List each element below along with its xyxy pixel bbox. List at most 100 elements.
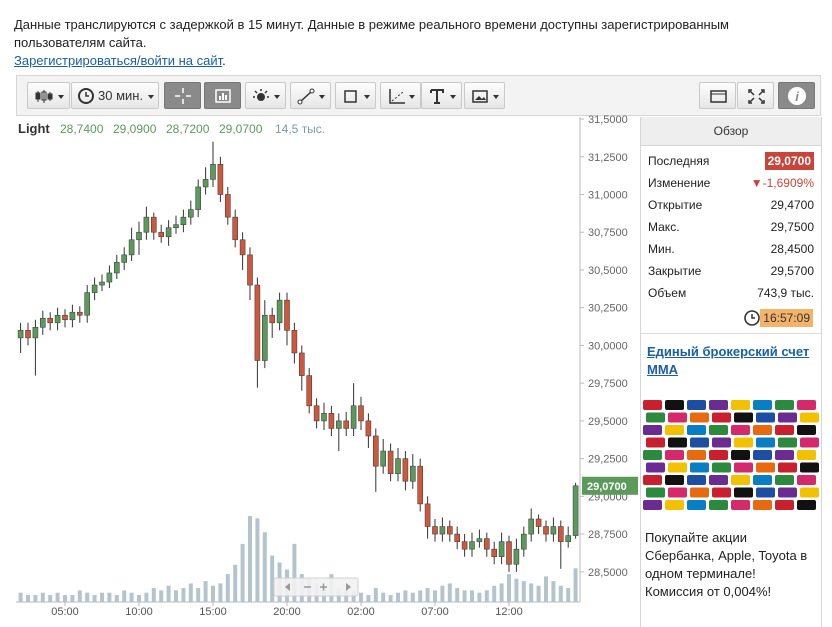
candle-body: [498, 541, 505, 558]
row-label: Макс.: [648, 220, 680, 234]
volume-bar: [262, 532, 267, 602]
volume-bar: [447, 583, 452, 602]
candle-body: [261, 314, 268, 361]
candle-body: [535, 518, 542, 527]
chart-type-button[interactable]: [27, 82, 70, 109]
crosshair-button[interactable]: [164, 82, 201, 109]
logo-tile: [665, 475, 684, 485]
overview-row: Открытие 29,4700: [648, 194, 814, 216]
logo-tile: [712, 487, 731, 498]
toolbar: 30 мин. i: [16, 75, 821, 116]
logo-tile: [756, 487, 775, 498]
candle-body: [387, 450, 394, 475]
indicators-button[interactable]: [245, 82, 286, 109]
logo-tile: [775, 475, 794, 485]
candle-body: [343, 420, 350, 429]
logo-tile: [797, 450, 816, 460]
candle-body: [306, 375, 313, 407]
fullscreen-button[interactable]: [737, 82, 774, 109]
candle-body: [217, 164, 224, 195]
row-label: Объем: [648, 286, 687, 300]
logo-tile: [687, 450, 706, 460]
logo-tile: [734, 462, 753, 473]
overview-row: Мин. 28,4500: [648, 238, 814, 260]
scroll-bar[interactable]: [273, 577, 359, 597]
candle-body: [313, 405, 320, 422]
logo-tile: [665, 500, 684, 510]
candle-body: [69, 311, 76, 321]
row-label: Мин.: [648, 242, 675, 256]
volume-bar: [381, 592, 386, 602]
candle-body: [84, 292, 90, 316]
interval-button[interactable]: 30 мин.: [71, 82, 159, 109]
info-button[interactable]: i: [778, 82, 815, 109]
volume-bar: [159, 590, 164, 602]
zoom-buttons[interactable]: [304, 583, 327, 591]
clock-icon: [744, 310, 760, 326]
logo-tile: [646, 412, 665, 423]
y-tick-label: 31,0000: [588, 190, 628, 202]
candle-body: [136, 231, 142, 241]
shapes-button[interactable]: [335, 82, 376, 109]
row-label: Открытие: [648, 198, 703, 212]
volume-bar: [107, 592, 112, 602]
ad-link[interactable]: Единый брокерский счет ММА: [647, 344, 810, 377]
volume-bar: [455, 588, 460, 602]
scroll-control[interactable]: [273, 577, 359, 597]
logo-tile: [643, 425, 662, 435]
candle-body: [276, 299, 283, 324]
overview-row: Макс. 29,7500: [648, 216, 814, 238]
x-tick-label: 15:00: [199, 606, 227, 618]
volume-bar: [77, 590, 82, 602]
logo-tile: [778, 462, 797, 473]
x-tick-label: 05:00: [51, 606, 79, 618]
text-tool-button[interactable]: [421, 82, 462, 109]
ad-text: Покупайте акции Сбербанка, Apple, Toyota…: [645, 530, 808, 599]
logo-tile: [775, 425, 794, 435]
candle-body: [432, 526, 438, 535]
candle-body: [298, 352, 305, 376]
logo-tile: [756, 462, 775, 473]
x-tick-label: 20:00: [273, 606, 301, 618]
volume-bar: [292, 543, 297, 602]
window-button[interactable]: [699, 82, 736, 109]
volume-bar: [174, 590, 178, 602]
logo-tile: [800, 462, 819, 473]
volume-bar: [566, 588, 571, 602]
candle-body: [446, 526, 453, 535]
draw-line-button[interactable]: [290, 82, 331, 109]
notice-text: Данные транслируются с задержкой в 15 ми…: [14, 17, 729, 50]
candle-body: [269, 314, 276, 324]
candle-body: [47, 317, 54, 324]
logo-tile: [665, 400, 684, 410]
logo-tile: [734, 437, 753, 448]
logo-tile: [690, 412, 709, 423]
logo-tile: [709, 425, 728, 435]
ad-logos[interactable]: [641, 400, 821, 515]
volume-bar: [144, 592, 149, 602]
volume-bar: [440, 585, 445, 602]
candle-body: [158, 231, 164, 238]
image-button[interactable]: [464, 82, 505, 109]
volume-bar: [521, 581, 526, 602]
y-tick-label: 30,5000: [588, 265, 628, 277]
logo-tile: [668, 437, 687, 448]
logo-tile: [646, 437, 665, 448]
logo-tile: [709, 400, 728, 410]
candle-body: [454, 533, 461, 542]
candle-body: [543, 526, 549, 535]
volume-bar: [26, 595, 30, 602]
candle-body: [380, 450, 387, 467]
login-link[interactable]: Зарегистрироваться/войти на сайт: [14, 53, 223, 68]
volume-bar: [196, 588, 201, 602]
logo-tile: [687, 425, 706, 435]
divider: [641, 333, 821, 334]
candle-body: [550, 526, 557, 535]
logo-tile: [665, 425, 684, 435]
volume-bar: [507, 574, 511, 602]
volume-button[interactable]: [204, 82, 241, 109]
volume-bar: [70, 595, 75, 602]
fibonacci-button[interactable]: [380, 82, 421, 109]
volume-bar: [203, 581, 208, 602]
volume-bar: [544, 576, 548, 602]
